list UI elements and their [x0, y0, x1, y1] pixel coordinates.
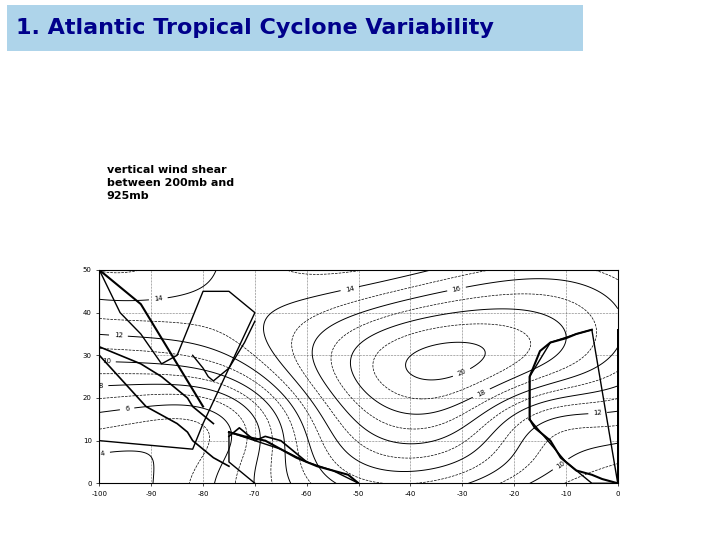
Text: 1. Atlantic Tropical Cyclone Variability: 1. Atlantic Tropical Cyclone Variability: [16, 18, 494, 38]
Text: 8: 8: [99, 383, 104, 389]
Text: 12: 12: [114, 332, 123, 339]
Text: vertical wind shear
between 200mb and
925mb: vertical wind shear between 200mb and 92…: [107, 165, 234, 201]
Text: 10: 10: [555, 459, 566, 469]
Text: 10: 10: [102, 359, 111, 364]
Bar: [7, 5, 583, 51]
Text: 14: 14: [345, 285, 355, 293]
Text: 18: 18: [476, 388, 487, 398]
Text: 12: 12: [593, 410, 603, 416]
Polygon shape: [99, 270, 255, 449]
Text: 16: 16: [451, 285, 462, 293]
Text: 14: 14: [153, 295, 163, 302]
Text: 4: 4: [100, 450, 105, 456]
Polygon shape: [530, 330, 618, 483]
Text: 6: 6: [125, 406, 130, 412]
Text: 20: 20: [456, 368, 467, 377]
Polygon shape: [229, 432, 359, 517]
